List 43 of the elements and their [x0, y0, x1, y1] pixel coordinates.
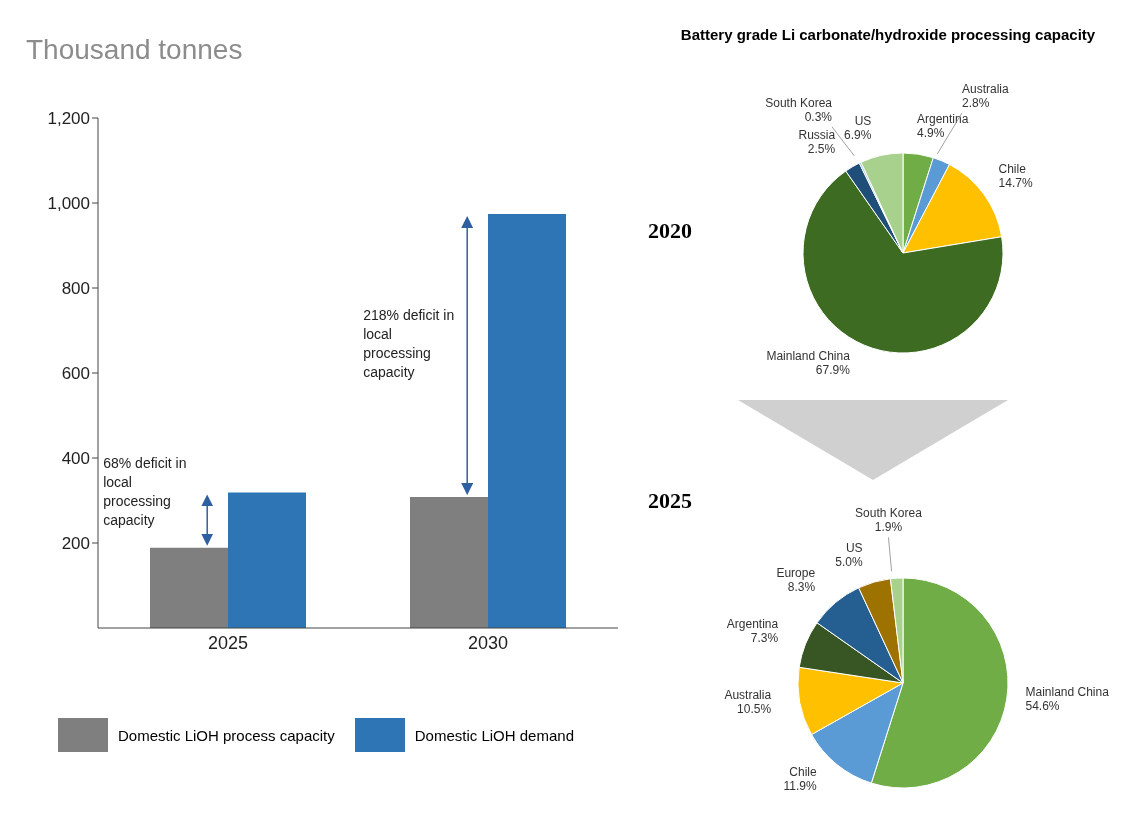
slice-label: Chile [789, 765, 817, 780]
data-label: 2.8% [962, 95, 990, 110]
slice-label: Mainland China [1025, 684, 1110, 699]
slice-label: Russia [798, 128, 836, 143]
slice-label: South Korea [855, 506, 923, 521]
slice-label: Australia [724, 688, 772, 703]
chart-title: 2025 [648, 488, 692, 514]
x-tick-label: 2030 [467, 632, 509, 653]
y-axis-title: Thousand tonnes [26, 34, 243, 66]
data-label: 1.9% [874, 520, 903, 535]
slice-label: US [854, 113, 872, 128]
legend-label: Domestic LiOH process capacity [118, 726, 335, 744]
slice-label: US [845, 540, 863, 555]
y-tick-label: 200 [61, 534, 90, 554]
data-label: 10.5% [737, 702, 772, 717]
data-label: 67.9% [815, 363, 851, 378]
data-label: 0.3% [804, 109, 833, 124]
slice-label: Mainland China [766, 349, 851, 364]
data-label: 11.9% [783, 779, 818, 794]
data-label: 5.0% [835, 554, 863, 569]
slice-label: Argentina [917, 112, 969, 127]
slice-label: Australia [962, 81, 1010, 96]
y-tick-label: 1,000 [47, 194, 90, 214]
slice-label: Europe [776, 566, 816, 581]
text: 2020 [648, 218, 692, 244]
legend-label: Domestic LiOH demand [414, 726, 574, 744]
y-tick-label: 600 [61, 364, 90, 384]
slice-label: Argentina [726, 617, 779, 632]
data-label: 4.9% [917, 126, 945, 141]
y-tick-label: 800 [61, 279, 90, 299]
data-label: 7.3% [750, 631, 779, 646]
chart-title: Battery grade Li carbonate/hydroxide processing capacity [679, 26, 1097, 43]
data-label: 6.9% [843, 127, 872, 142]
slice-label: Chile [998, 162, 1027, 177]
data-label: 14.7% [998, 176, 1033, 191]
slice-label: South Korea [765, 95, 833, 110]
y-tick-label: 400 [61, 449, 90, 469]
data-label: 54.6% [1025, 698, 1060, 713]
data-label: 2.5% [807, 142, 836, 157]
annotation: 68% deficit in local processing capacity [103, 454, 188, 530]
annotation: 218% deficit in local processing capacity [363, 306, 456, 383]
y-tick-label: 1,200 [47, 109, 90, 129]
data-label: 8.3% [787, 580, 816, 595]
